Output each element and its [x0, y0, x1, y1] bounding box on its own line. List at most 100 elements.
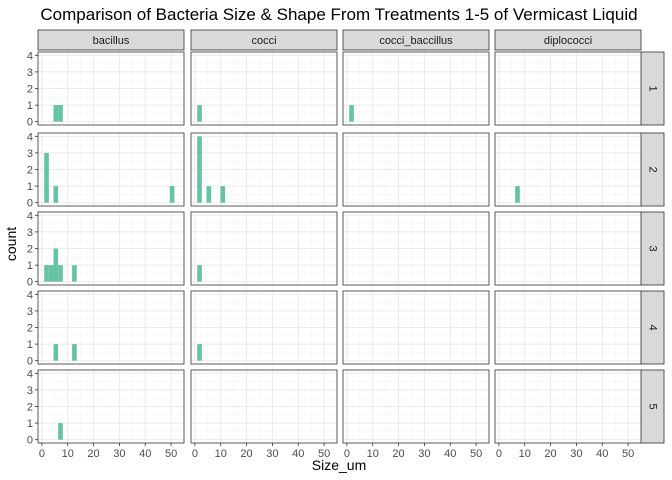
panel-border: [342, 132, 490, 207]
y-tick-label: 4: [27, 210, 33, 222]
histogram-bar: [44, 265, 49, 282]
panel-border: [190, 51, 338, 126]
histogram-bar: [197, 265, 202, 282]
y-tick-label: 3: [27, 227, 33, 239]
row-strip-label: 3: [647, 245, 659, 251]
x-tick-label: 10: [215, 448, 227, 460]
panel-border: [342, 290, 490, 365]
x-tick-label: 50: [622, 448, 634, 460]
y-tick-label: 1: [27, 339, 33, 351]
x-tick-label: 20: [240, 448, 252, 460]
histogram-bar: [169, 186, 175, 203]
row-strip-label: 2: [647, 166, 659, 172]
row-strip-label: 5: [647, 403, 659, 409]
x-tick-label: 0: [192, 448, 198, 460]
panel-border: [494, 51, 642, 126]
histogram-bar: [53, 105, 59, 122]
x-tick-label: 30: [113, 448, 125, 460]
x-tick-label: 30: [418, 448, 430, 460]
chart-title: Comparison of Bacteria Size & Shape From…: [40, 5, 637, 24]
column-strip: [342, 29, 490, 51]
y-tick-label: 0: [27, 277, 33, 289]
panel-border: [190, 132, 338, 207]
histogram-bar: [53, 248, 59, 282]
row-strip-label: 4: [647, 324, 659, 330]
column-strip-label: cocci: [251, 35, 276, 47]
x-tick-label: 20: [392, 448, 404, 460]
histogram-bar: [72, 344, 77, 361]
histogram-bar: [48, 265, 54, 282]
panel-border: [342, 211, 490, 286]
histogram-bar: [197, 105, 202, 122]
panel-border: [190, 290, 338, 365]
y-tick-label: 4: [27, 50, 33, 62]
column-strip-label: cocci_baccillus: [379, 35, 453, 47]
x-tick-label: 40: [444, 448, 456, 460]
y-tick-label: 1: [27, 418, 33, 430]
y-tick-label: 3: [27, 306, 33, 318]
y-tick-label: 2: [27, 244, 33, 256]
y-tick-label: 2: [27, 165, 33, 177]
x-tick-label: 40: [139, 448, 151, 460]
x-tick-label: 30: [570, 448, 582, 460]
x-tick-label: 40: [292, 448, 304, 460]
histogram-bar: [72, 265, 77, 282]
y-tick-label: 0: [27, 117, 33, 129]
column-strip: [494, 29, 642, 51]
histogram-bar: [53, 344, 59, 361]
panel-border: [494, 132, 642, 207]
histogram-bar: [220, 186, 226, 203]
y-tick-label: 0: [27, 198, 33, 210]
y-tick-label: 2: [27, 402, 33, 414]
histogram-bar: [58, 105, 63, 122]
histogram-bar: [53, 186, 59, 203]
column-strip-label: bacillus: [93, 35, 130, 47]
x-tick-label: 10: [519, 448, 531, 460]
histogram-bar: [349, 105, 354, 122]
histogram-bar: [197, 344, 202, 361]
y-tick-label: 2: [27, 84, 33, 96]
x-tick-label: 30: [266, 448, 278, 460]
x-tick-label: 50: [470, 448, 482, 460]
x-tick-label: 0: [496, 448, 502, 460]
x-tick-label: 20: [544, 448, 556, 460]
y-tick-label: 4: [27, 289, 33, 301]
panel-border: [190, 369, 338, 444]
panel-border: [494, 211, 642, 286]
x-tick-label: 50: [318, 448, 330, 460]
panel-border: [342, 51, 490, 126]
y-tick-label: 4: [27, 368, 33, 380]
x-tick-label: 0: [39, 448, 45, 460]
y-tick-label: 2: [27, 323, 33, 335]
x-tick-label: 10: [367, 448, 379, 460]
histogram-bar: [58, 265, 63, 282]
x-tick-label: 0: [344, 448, 350, 460]
histogram-bar: [515, 186, 520, 203]
facet-panels: bacillus cocci cocci_baccillus diplococci 1 2…: [27, 29, 665, 460]
x-tick-label: 10: [62, 448, 74, 460]
panel-border: [494, 290, 642, 365]
x-tick-label: 40: [596, 448, 608, 460]
y-tick-label: 0: [27, 435, 33, 447]
histogram-bar: [58, 423, 63, 440]
y-axis-title: count: [3, 227, 19, 261]
column-strip: [37, 29, 185, 51]
histogram-bar: [206, 186, 212, 203]
panel-border: [342, 369, 490, 444]
y-tick-label: 1: [27, 260, 33, 272]
y-tick-label: 3: [27, 67, 33, 79]
histogram-bar: [197, 136, 202, 203]
row-strip-label: 1: [647, 85, 659, 91]
y-tick-label: 1: [27, 181, 33, 193]
x-tick-label: 20: [87, 448, 99, 460]
y-tick-label: 3: [27, 148, 33, 160]
column-strip: [190, 29, 338, 51]
y-tick-label: 4: [27, 131, 33, 143]
y-tick-label: 3: [27, 385, 33, 397]
histogram-bar: [44, 152, 49, 203]
panel-border: [190, 211, 338, 286]
x-axis-title: Size_um: [312, 457, 366, 473]
x-tick-label: 50: [165, 448, 177, 460]
panel-border: [494, 369, 642, 444]
